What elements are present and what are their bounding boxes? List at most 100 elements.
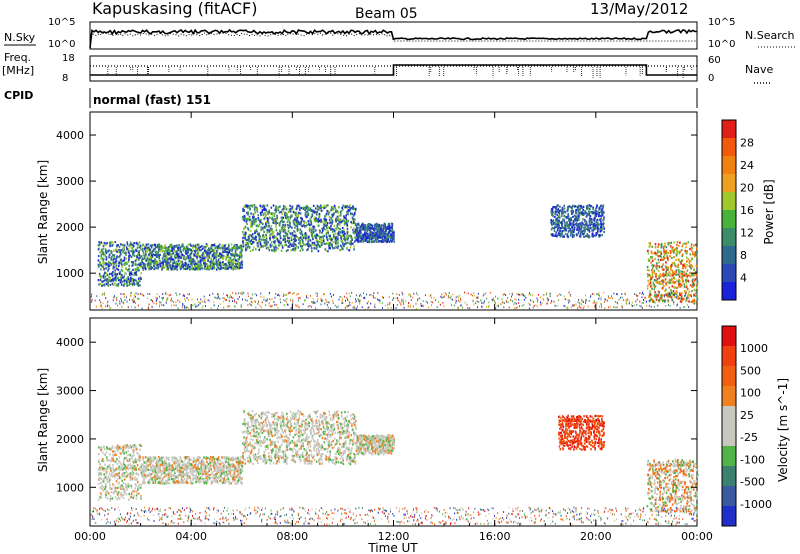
power-cell: [342, 219, 345, 222]
power-cell: [553, 206, 556, 209]
power-noise-cell: [129, 298, 130, 301]
power-cell: [271, 213, 274, 216]
power-cell: [99, 242, 101, 245]
power-cell: [377, 236, 380, 239]
power-noise-cell: [540, 301, 541, 304]
power-cell: [684, 249, 687, 252]
power-noise-cell: [635, 300, 637, 303]
power-cell: [305, 221, 307, 224]
power-cell: [167, 267, 169, 271]
power-cell: [688, 274, 690, 277]
power-cell: [347, 210, 349, 213]
power-cell: [288, 210, 291, 213]
power-cell: [314, 216, 316, 219]
power-cell: [312, 243, 314, 246]
power-cell: [351, 212, 354, 215]
power-cell: [272, 204, 275, 207]
power-cell: [364, 224, 367, 227]
power-cell: [153, 268, 155, 271]
power-cell: [281, 212, 283, 215]
power-cell: [679, 293, 682, 296]
power-noise-cell: [120, 297, 122, 300]
power-cell: [256, 243, 259, 246]
power-noise-cell: [616, 293, 618, 295]
power-cell: [198, 247, 200, 250]
power-noise-cell: [366, 293, 367, 296]
power-cell: [347, 234, 349, 238]
power-cell: [110, 241, 112, 244]
power-noise-cell: [396, 293, 398, 295]
power-cell: [270, 241, 273, 244]
power-cell: [567, 205, 569, 208]
power-cell: [329, 242, 331, 245]
power-cell: [257, 218, 260, 221]
power-cell: [313, 217, 315, 220]
power-cell: [243, 219, 246, 222]
power-cell: [556, 218, 558, 221]
power-cell: [664, 278, 667, 281]
power-cell: [676, 247, 678, 250]
power-cell: [318, 212, 321, 216]
power-cell: [173, 267, 176, 271]
power-noise-cell: [121, 306, 123, 308]
power-cell: [375, 240, 378, 243]
power-cell: [361, 223, 364, 226]
power-cell: [163, 250, 165, 253]
power-cell: [596, 204, 598, 207]
power-cell: [550, 208, 553, 211]
power-cell: [355, 229, 357, 232]
power-noise-cell: [641, 293, 643, 295]
power-cell: [559, 205, 561, 208]
power-cell: [124, 261, 126, 264]
power-noise-cell: [464, 291, 466, 294]
power-noise-cell: [256, 294, 258, 297]
power-noise-cell: [657, 296, 658, 298]
power-cell: [552, 211, 555, 214]
power-cell: [256, 224, 258, 227]
power-cell: [348, 209, 351, 212]
power-noise-cell: [159, 303, 161, 305]
power-cell: [178, 244, 180, 247]
power-cell: [298, 205, 301, 208]
power-noise-cell: [283, 304, 285, 307]
power-cell: [128, 279, 131, 282]
power-cell: [102, 252, 105, 256]
power-cell: [648, 293, 651, 297]
power-cell: [554, 223, 556, 226]
power-cell: [219, 256, 222, 259]
power-noise-cell: [558, 293, 560, 296]
power-cell: [310, 227, 313, 230]
power-noise-cell: [130, 295, 131, 297]
power-cell: [651, 269, 653, 272]
power-cell: [211, 266, 214, 270]
power-cell: [307, 240, 309, 243]
power-cell: [307, 212, 310, 215]
power-cell: [272, 235, 275, 238]
power-cell: [592, 206, 594, 209]
power-cell: [279, 220, 282, 223]
power-cell: [226, 248, 229, 251]
power-cell: [308, 228, 311, 231]
power-cell: [379, 231, 381, 234]
power-cell: [558, 226, 560, 229]
power-noise-cell: [621, 296, 623, 299]
power-cell: [347, 209, 350, 212]
power-cell: [588, 230, 591, 233]
power-cell: [163, 266, 165, 269]
power-cell: [353, 232, 355, 235]
power-cell: [99, 282, 101, 285]
power-cell: [128, 284, 130, 287]
power-cell: [667, 252, 670, 255]
power-noise-cell: [209, 299, 211, 302]
power-cell: [291, 205, 293, 209]
power-noise-cell: [387, 306, 389, 309]
power-cell: [274, 240, 276, 243]
power-noise-cell: [340, 296, 342, 298]
power-cell: [210, 250, 212, 253]
power-noise-cell: [124, 299, 126, 301]
power-cell: [196, 246, 198, 249]
power-cell: [137, 269, 139, 272]
power-cell: [371, 231, 374, 234]
power-cell: [332, 214, 335, 217]
power-cell: [278, 239, 281, 242]
